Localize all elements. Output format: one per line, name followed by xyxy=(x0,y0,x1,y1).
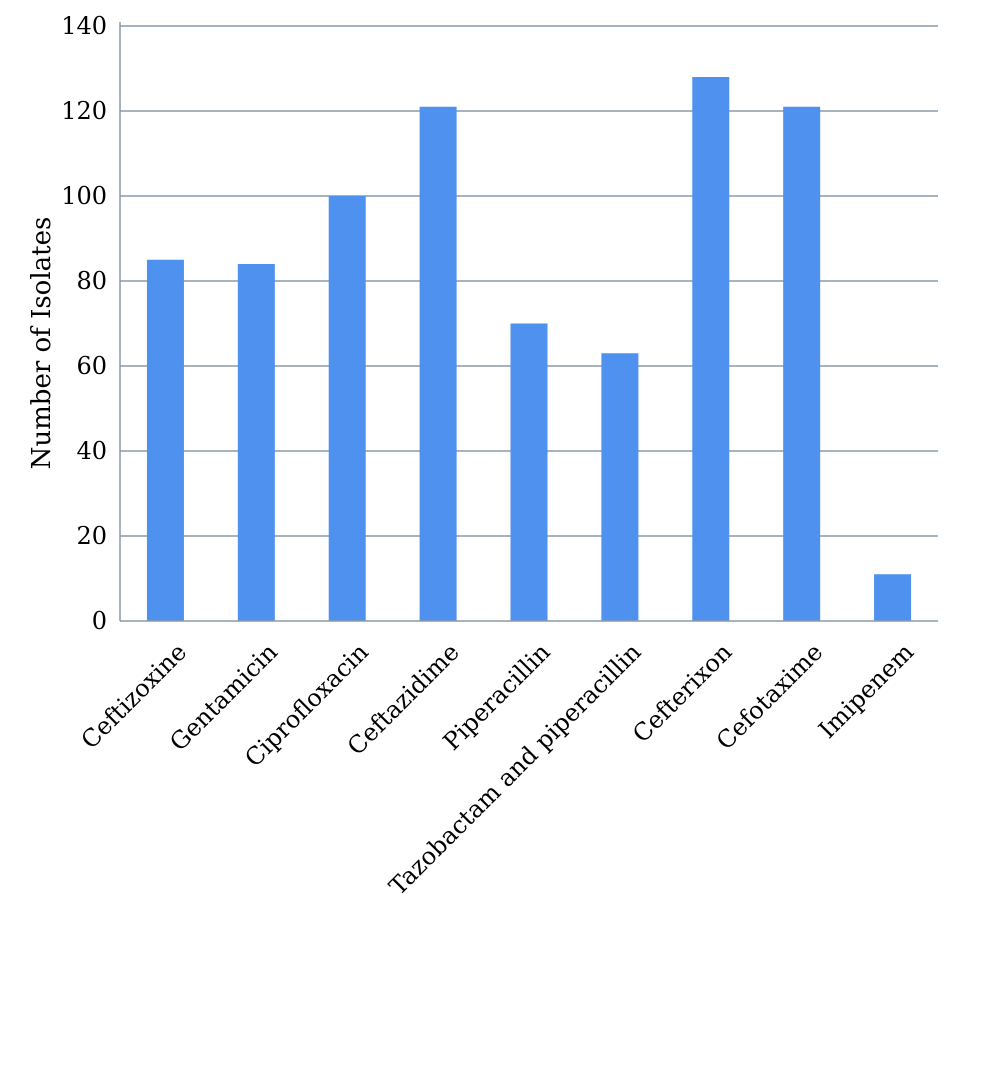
bar xyxy=(328,196,366,621)
axes xyxy=(119,22,938,622)
y-tick-label: 100 xyxy=(61,182,107,210)
y-tick-label: 80 xyxy=(76,267,107,295)
bar xyxy=(692,77,730,621)
y-tick-labels: 0 20 40 60 80 100 120 140 xyxy=(61,12,107,635)
bar xyxy=(146,259,184,621)
y-axis-title: Number of Isolates xyxy=(27,217,57,470)
x-tick-labels: CeftizoxineGentamicinCiprofloxacinCeftaz… xyxy=(76,638,920,901)
bar xyxy=(783,106,821,621)
bar xyxy=(601,353,639,621)
bar xyxy=(237,264,275,621)
bar xyxy=(510,323,548,621)
bar xyxy=(874,574,912,621)
y-tick-label: 0 xyxy=(92,607,107,635)
x-tick-label: Imipenem xyxy=(813,638,919,744)
y-tick-label: 60 xyxy=(76,352,107,380)
bar xyxy=(419,106,457,621)
y-tick-label: 20 xyxy=(76,522,107,550)
y-tick-label: 120 xyxy=(61,97,107,125)
y-tick-label: 40 xyxy=(76,437,107,465)
y-tick-label: 140 xyxy=(61,12,107,40)
bars xyxy=(146,77,912,621)
